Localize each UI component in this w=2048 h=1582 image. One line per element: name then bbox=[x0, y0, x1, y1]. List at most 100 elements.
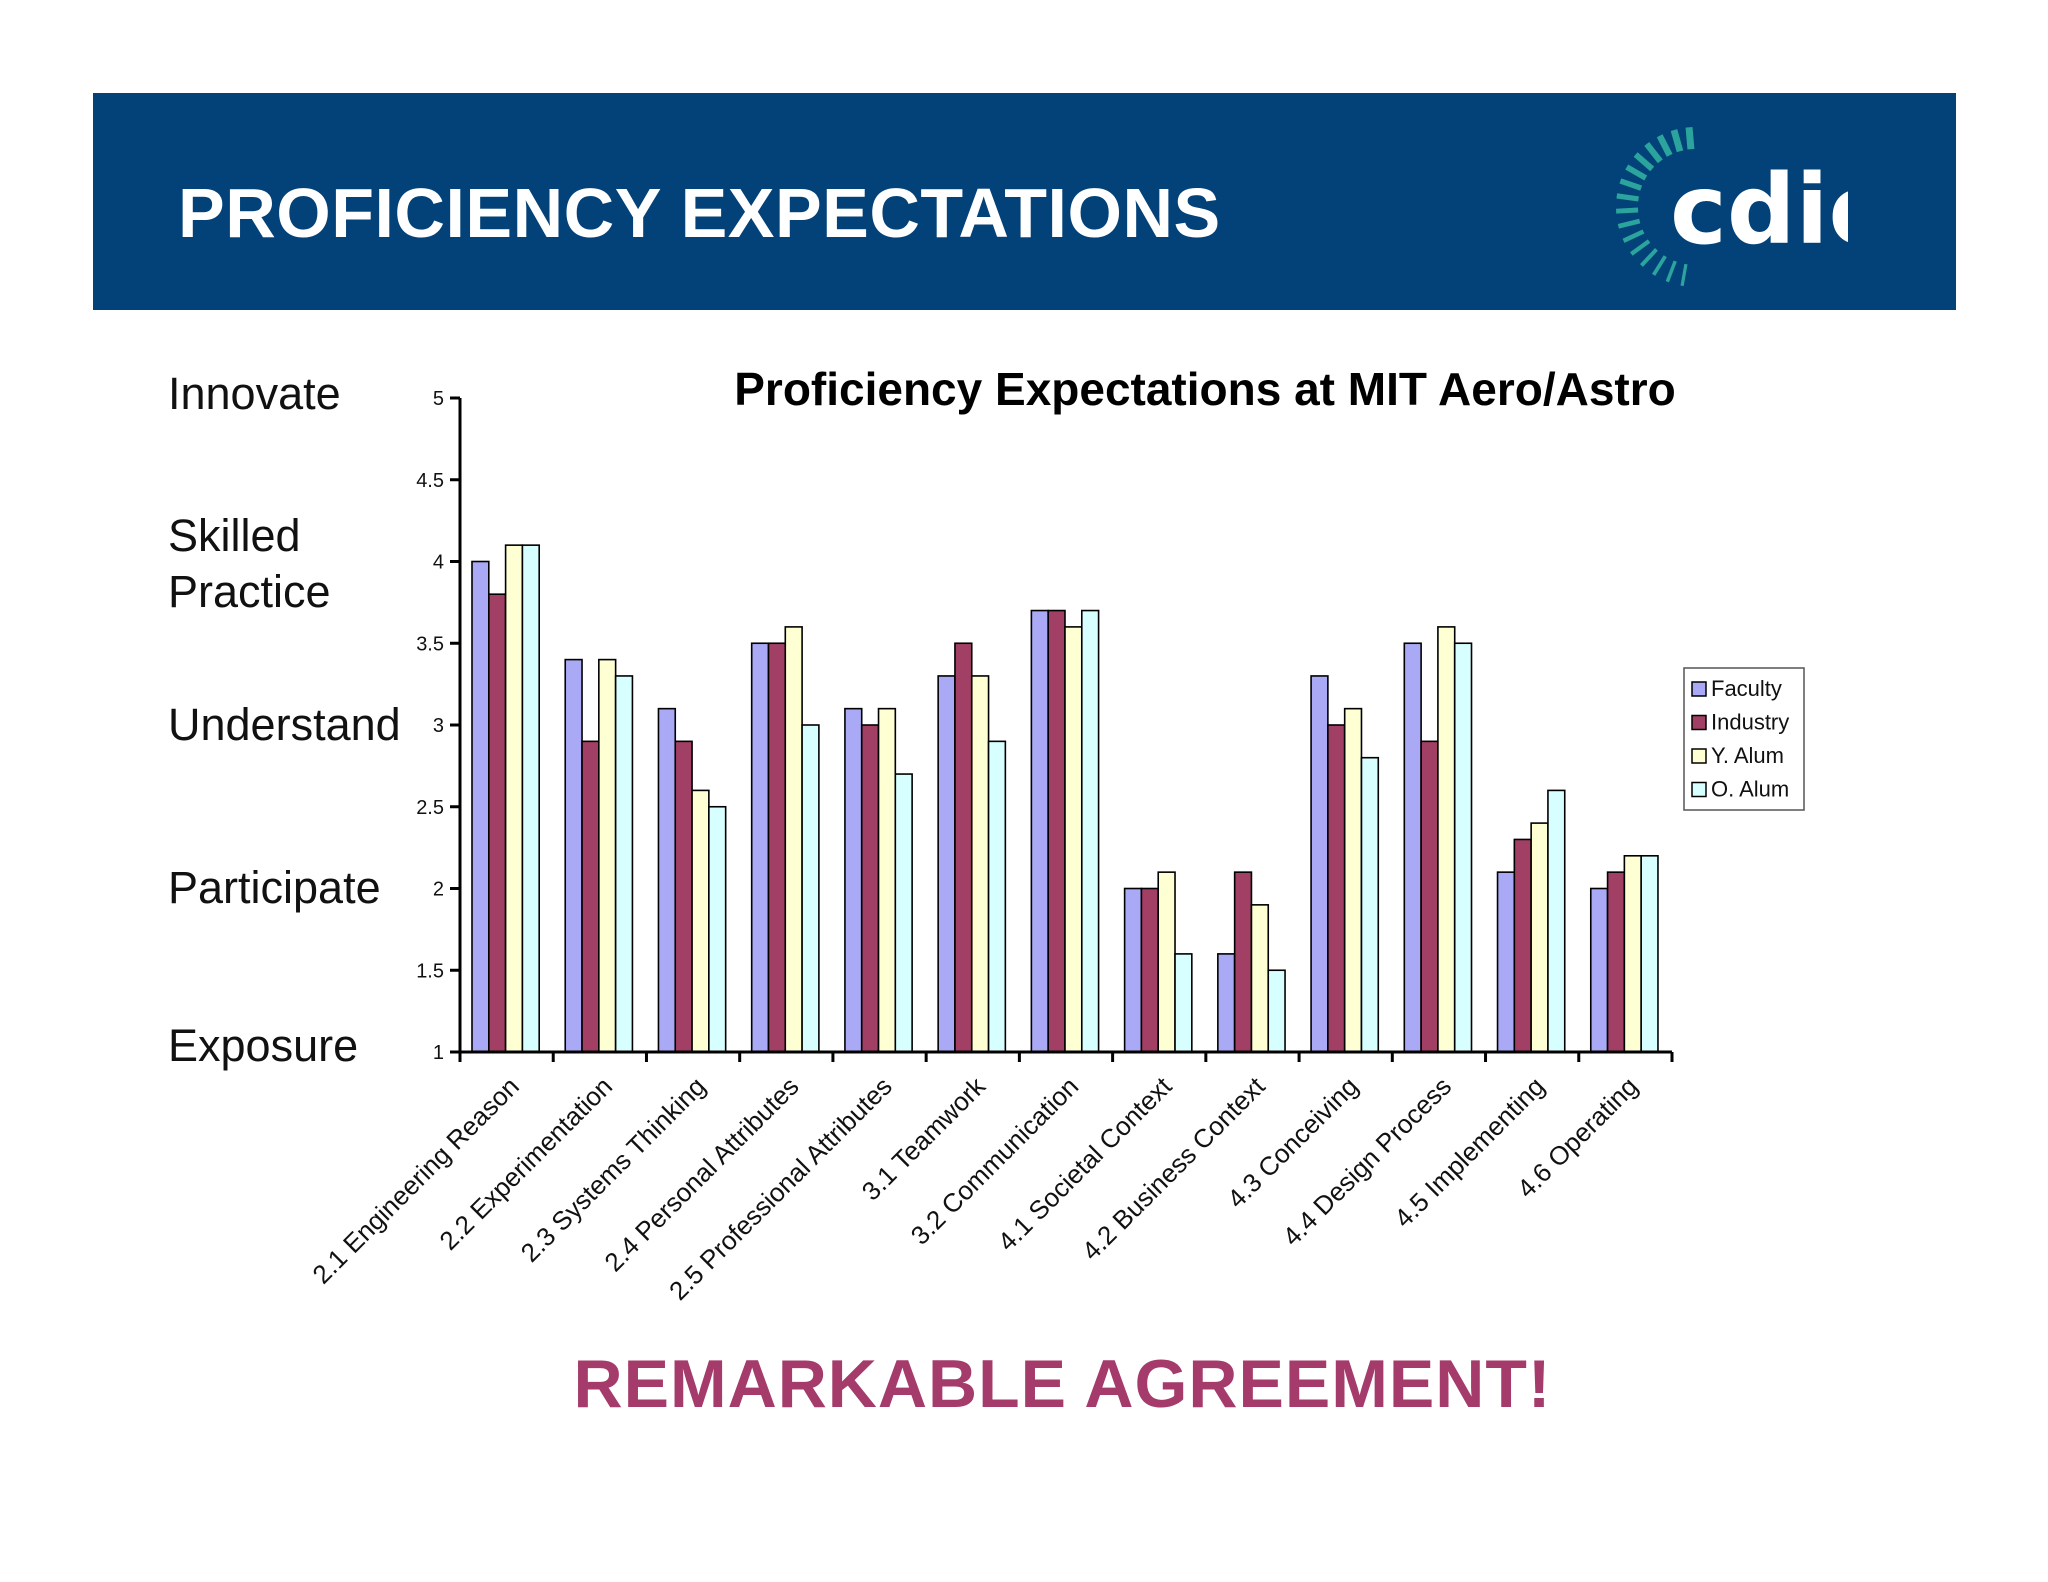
legend-label: Industry bbox=[1711, 710, 1789, 735]
logo-arc-dash bbox=[1625, 164, 1648, 181]
x-tick-label: 4.2 Business Context bbox=[1076, 1070, 1271, 1265]
chart-legend: Faculty Industry Y. Alum O. Alum bbox=[1683, 667, 1805, 811]
bar-y-alum-4 bbox=[784, 626, 803, 1053]
y-axis-ticks: 1 1.5 2 2.5 3 3.5 4 4.5 5 bbox=[416, 388, 460, 1064]
bar-industry-2 bbox=[581, 740, 600, 1053]
bar-industry-6 bbox=[954, 642, 973, 1053]
y-tick-label: 5 bbox=[433, 388, 444, 410]
y-tick-label: 1 bbox=[433, 1042, 444, 1064]
bar-y-alum-12 bbox=[1530, 822, 1549, 1053]
y-tick-label: 4 bbox=[433, 552, 444, 574]
logo-arc-dash bbox=[1639, 248, 1658, 267]
bar-faculty-7 bbox=[1030, 609, 1049, 1053]
bar-faculty-4 bbox=[750, 642, 770, 1053]
bar-o-alum-9 bbox=[1267, 969, 1286, 1053]
bar-industry-10 bbox=[1327, 724, 1346, 1053]
bar-y-alum-10 bbox=[1343, 707, 1363, 1053]
logo-arc-dash bbox=[1644, 142, 1663, 164]
bar-o-alum-6 bbox=[987, 740, 1007, 1053]
bar-o-alum-2 bbox=[614, 675, 634, 1053]
cdio-logo-text: cdio bbox=[1670, 154, 1848, 266]
level-skilled: Skilled Practice bbox=[168, 508, 331, 620]
bar-y-alum-6 bbox=[970, 675, 990, 1053]
logo-arc-dash bbox=[1615, 207, 1639, 214]
bar-y-alum-13 bbox=[1623, 854, 1642, 1053]
bar-faculty-3 bbox=[657, 707, 677, 1053]
logo-arc-dash bbox=[1680, 263, 1688, 287]
y-tick-label: 1.5 bbox=[416, 960, 444, 982]
bar-y-alum-3 bbox=[691, 789, 710, 1053]
bar-o-alum-3 bbox=[708, 805, 727, 1053]
bar-y-alum-2 bbox=[598, 658, 617, 1053]
bar-faculty-11 bbox=[1403, 642, 1422, 1053]
legend-label: Faculty bbox=[1711, 676, 1782, 701]
bar-industry-7 bbox=[1047, 609, 1066, 1053]
bar-faculty-5 bbox=[844, 707, 863, 1053]
bar-o-alum-8 bbox=[1174, 953, 1193, 1053]
logo-arc-dash bbox=[1656, 134, 1673, 157]
logo-arc-dash bbox=[1685, 126, 1695, 150]
logo-arc-dash bbox=[1617, 218, 1641, 229]
bar-industry-9 bbox=[1233, 871, 1253, 1053]
title-banner: PROFICIENCY EXPECTATIONS cdio bbox=[93, 93, 1956, 310]
bar-y-alum-11 bbox=[1437, 626, 1456, 1053]
x-tick-label: 4.1 Societal Context bbox=[992, 1070, 1178, 1256]
bar-industry-4 bbox=[767, 642, 787, 1053]
bar-faculty-12 bbox=[1496, 871, 1516, 1053]
bar-y-alum-8 bbox=[1157, 871, 1176, 1053]
bar-industry-12 bbox=[1513, 838, 1532, 1053]
bar-o-alum-11 bbox=[1453, 642, 1473, 1053]
bar-faculty-2 bbox=[564, 658, 583, 1053]
remark-text: REMARKABLE AGREEMENT! bbox=[573, 1346, 1552, 1422]
level-understand: Understand bbox=[168, 699, 401, 750]
x-tick-label: 2.3 Systems Thinking bbox=[515, 1071, 712, 1268]
bar-y-alum-1 bbox=[504, 544, 524, 1053]
cdio-logo-arc-icon bbox=[1615, 126, 1695, 287]
y-tick-label: 2 bbox=[433, 879, 444, 901]
bar-faculty-6 bbox=[937, 675, 956, 1053]
bar-o-alum-4 bbox=[801, 724, 820, 1053]
x-tick-label: 3.2 Communication bbox=[905, 1071, 1085, 1251]
bar-group bbox=[471, 544, 1659, 1053]
bar-faculty-13 bbox=[1589, 887, 1609, 1053]
y-tick-label: 4.5 bbox=[416, 470, 444, 492]
legend-label: O. Alum bbox=[1711, 777, 1789, 802]
logo-arc-dash bbox=[1619, 178, 1643, 191]
logo-arc-dash bbox=[1630, 239, 1651, 256]
legend-label: Y. Alum bbox=[1711, 743, 1784, 768]
bar-y-alum-7 bbox=[1064, 626, 1083, 1053]
level-exposure: Exposure bbox=[168, 1020, 359, 1071]
x-tick-label: 4.4 Design Process bbox=[1277, 1071, 1458, 1252]
level-skilled-line: Skilled bbox=[168, 510, 301, 561]
bar-industry-1 bbox=[487, 593, 507, 1053]
bar-o-alum-5 bbox=[894, 773, 913, 1053]
x-tick-label: 2.2 Experimentation bbox=[433, 1071, 618, 1256]
level-participate: Participate bbox=[168, 862, 381, 913]
bar-faculty-10 bbox=[1310, 675, 1329, 1053]
legend-swatch bbox=[1691, 781, 1707, 798]
logo-arc-dash bbox=[1670, 129, 1684, 153]
cdio-logo: cdio bbox=[1615, 126, 1848, 287]
level-innovate: Innovate bbox=[168, 368, 341, 419]
y-tick-label: 3.5 bbox=[416, 633, 444, 655]
bar-faculty-9 bbox=[1217, 953, 1236, 1053]
bar-industry-11 bbox=[1420, 740, 1439, 1053]
bar-faculty-1 bbox=[471, 560, 490, 1053]
bar-o-alum-10 bbox=[1360, 756, 1380, 1053]
bar-o-alum-13 bbox=[1640, 854, 1659, 1053]
bar-y-alum-9 bbox=[1250, 904, 1270, 1053]
level-skilled-line: Practice bbox=[168, 566, 331, 617]
page-title: PROFICIENCY EXPECTATIONS bbox=[178, 174, 1221, 252]
bar-industry-5 bbox=[860, 724, 880, 1053]
logo-arc-dash bbox=[1616, 193, 1639, 202]
logo-arc-dash bbox=[1665, 260, 1677, 283]
legend-swatch bbox=[1691, 681, 1707, 697]
y-tick-label: 3 bbox=[433, 715, 444, 737]
bar-y-alum-5 bbox=[877, 707, 897, 1053]
bar-industry-3 bbox=[674, 740, 693, 1053]
logo-arc-dash bbox=[1652, 255, 1667, 276]
chart-title: Proficiency Expectations at MIT Aero/Ast… bbox=[734, 363, 1676, 415]
logo-arc-dash bbox=[1622, 229, 1645, 243]
bar-faculty-8 bbox=[1123, 887, 1143, 1053]
